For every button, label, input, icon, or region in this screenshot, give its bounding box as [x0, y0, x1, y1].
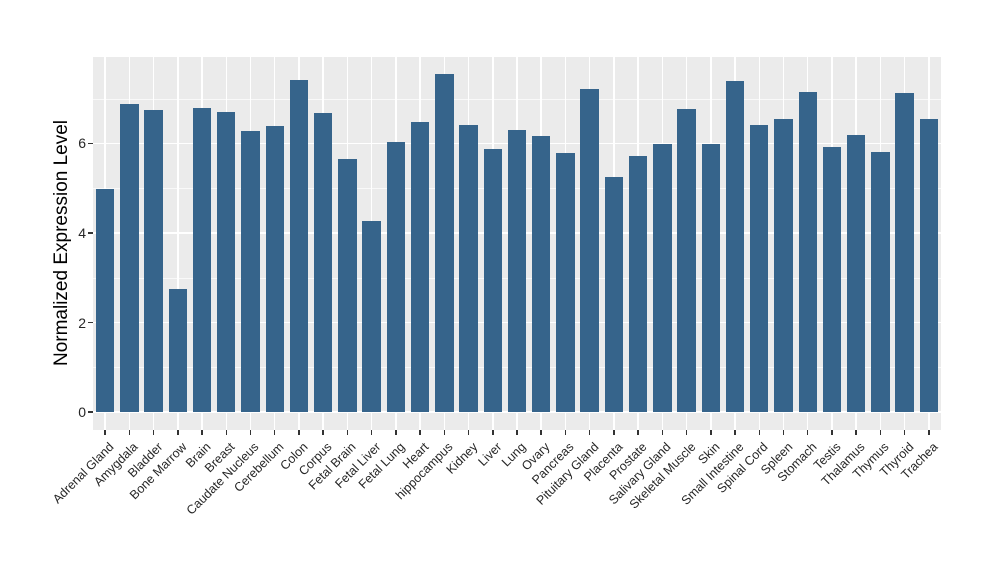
- bar: [313, 112, 333, 413]
- x-tick: [903, 430, 906, 435]
- x-tick: [104, 430, 106, 435]
- bar: [507, 129, 527, 413]
- x-tick: [492, 430, 494, 435]
- minor-gridline: [93, 98, 941, 100]
- y-tick: [88, 321, 93, 324]
- x-tick: [225, 430, 227, 435]
- bar: [483, 149, 502, 413]
- x-tick: [661, 430, 664, 435]
- x-tick: [467, 430, 470, 435]
- x-tick: [201, 430, 203, 435]
- x-tick: [540, 430, 542, 435]
- x-tick: [346, 430, 349, 435]
- bar: [774, 119, 793, 413]
- major-gridline: [93, 411, 941, 413]
- bar: [265, 126, 284, 413]
- x-tick: [249, 430, 252, 435]
- x-tick: [588, 430, 591, 435]
- bar: [435, 73, 454, 413]
- y-tick-label: 2: [78, 314, 86, 331]
- bar: [192, 107, 212, 413]
- bar: [846, 135, 866, 413]
- x-tick: [298, 430, 300, 435]
- bar: [653, 143, 672, 413]
- x-tick: [419, 430, 421, 435]
- bar: [241, 131, 260, 413]
- x-tick: [710, 430, 712, 435]
- x-tick: [322, 430, 324, 435]
- x-tick: [395, 430, 397, 435]
- x-tick: [443, 430, 446, 435]
- y-tick: [88, 232, 93, 234]
- bar: [338, 158, 357, 413]
- bar: [386, 141, 406, 413]
- x-tick: [564, 430, 567, 435]
- bar: [532, 136, 551, 413]
- bar: [701, 144, 721, 413]
- bar: [750, 125, 769, 413]
- x-tick: [879, 430, 882, 435]
- x-tick: [782, 430, 785, 435]
- bar: [362, 221, 381, 413]
- x-tick: [273, 430, 276, 435]
- x-tick: [685, 430, 688, 435]
- bar: [604, 177, 624, 413]
- bar: [919, 118, 939, 413]
- bar: [95, 188, 115, 413]
- x-tick: [613, 430, 615, 435]
- bar: [556, 153, 575, 413]
- x-tick: [637, 430, 639, 435]
- bar: [289, 79, 309, 413]
- y-tick: [88, 142, 93, 145]
- x-tick: [734, 430, 736, 435]
- bar: [871, 152, 890, 413]
- vertical-gridline: [177, 57, 179, 430]
- x-tick: [928, 430, 930, 435]
- bar: [798, 92, 817, 413]
- y-tick-label: 6: [78, 135, 86, 152]
- x-tick: [831, 430, 833, 435]
- bar: [677, 108, 696, 413]
- x-tick: [177, 430, 179, 435]
- y-tick: [88, 411, 93, 413]
- y-tick-label: 4: [78, 224, 86, 241]
- x-tick: [758, 430, 761, 435]
- bar: [120, 104, 139, 413]
- bar: [144, 109, 163, 413]
- plot-panel: [93, 57, 941, 430]
- bar: [580, 89, 599, 413]
- bar: [725, 80, 745, 413]
- x-tick: [370, 430, 373, 435]
- y-tick-label: 0: [78, 404, 86, 421]
- bar: [628, 156, 648, 413]
- bar: [217, 112, 236, 413]
- x-tick: [152, 430, 155, 435]
- bar: [410, 122, 430, 413]
- bar: [822, 147, 842, 413]
- x-tick: [516, 430, 518, 435]
- bar: [459, 124, 478, 413]
- x-tick: [806, 430, 809, 435]
- bar: [895, 92, 914, 413]
- x-tick: [855, 430, 857, 435]
- x-tick: [128, 430, 131, 435]
- bar: [168, 289, 187, 413]
